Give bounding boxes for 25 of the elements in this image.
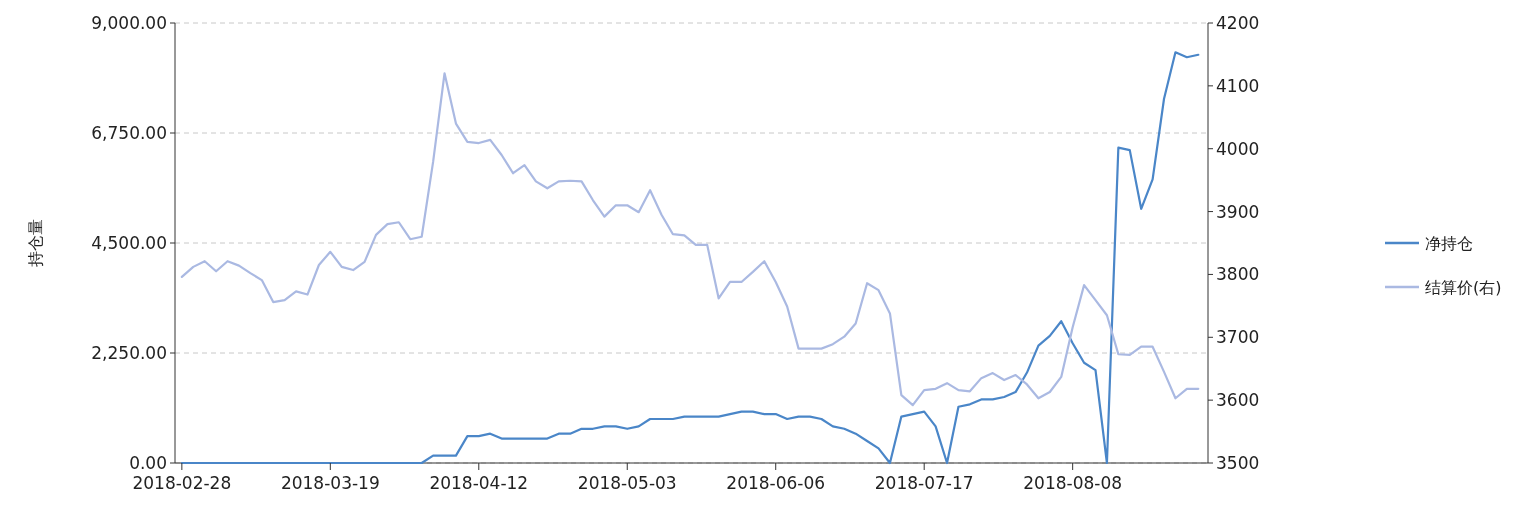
x-tick-label: 2018-07-17: [874, 473, 974, 493]
y2-tick-label: 3800: [1216, 264, 1260, 285]
y2-tick-label: 4100: [1216, 75, 1260, 96]
legend-label: 净持仓: [1425, 233, 1473, 253]
y-tick-label: 9,000.00: [91, 12, 167, 33]
y-axis-title: 持仓量: [25, 219, 45, 267]
x-tick-label: 2018-03-19: [280, 473, 380, 493]
y2-tick-label: 3900: [1216, 201, 1260, 222]
legend-label: 结算价(右): [1425, 277, 1502, 297]
y2-tick-label: 3500: [1216, 452, 1260, 473]
y-tick-label: 2,250.00: [91, 342, 167, 363]
x-tick-label: 2018-04-12: [429, 473, 529, 493]
y-tick-label: 6,750.00: [91, 122, 167, 143]
x-tick-label: 2018-08-08: [1023, 473, 1123, 493]
x-tick-label: 2018-06-06: [726, 473, 826, 493]
y-tick-label: 0.00: [129, 452, 167, 473]
x-tick-label: 2018-02-28: [132, 473, 232, 493]
y2-tick-label: 3600: [1216, 390, 1260, 411]
line-series: [180, 72, 1200, 407]
y2-tick-label: 4000: [1216, 138, 1260, 159]
line-series: [180, 51, 1200, 465]
y2-tick-label: 4200: [1216, 12, 1260, 33]
y-tick-label: 4,500.00: [91, 232, 167, 253]
y2-tick-label: 3700: [1216, 327, 1260, 348]
x-tick-label: 2018-05-03: [577, 473, 677, 493]
